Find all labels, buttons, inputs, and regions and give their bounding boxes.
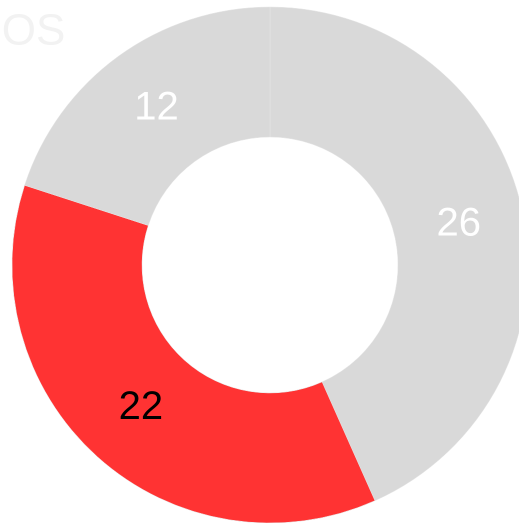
donut-segment <box>11 184 376 523</box>
data-label: 22 <box>119 384 164 428</box>
donut-segment <box>269 6 519 502</box>
data-label: 26 <box>437 200 482 244</box>
donut-segment <box>24 6 271 226</box>
chart-title: HOS <box>0 6 65 55</box>
data-label: 12 <box>134 84 179 128</box>
